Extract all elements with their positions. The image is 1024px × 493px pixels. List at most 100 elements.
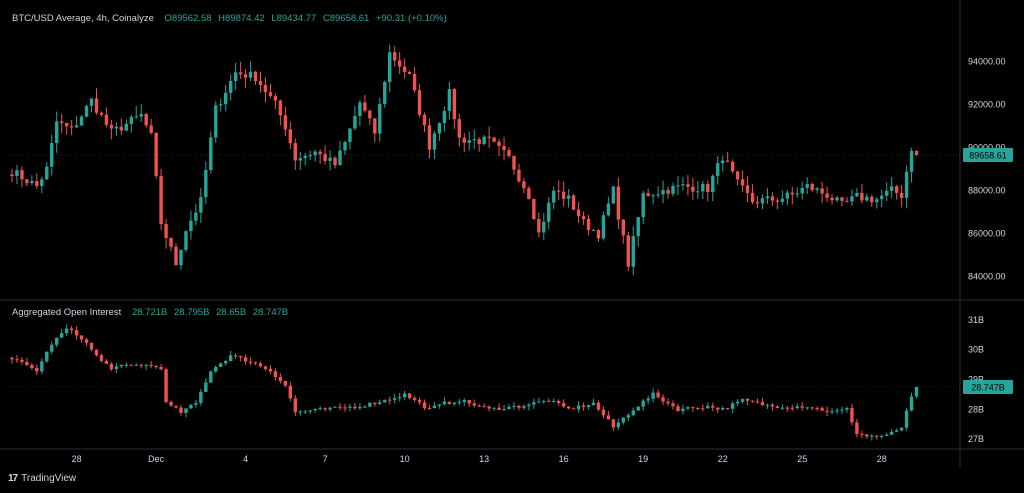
candle — [740, 398, 745, 404]
candle — [243, 354, 248, 365]
candle — [725, 151, 730, 163]
candle-body — [845, 200, 849, 202]
candle-body — [214, 105, 218, 138]
candle-body — [278, 100, 283, 116]
candle-body — [885, 190, 889, 196]
candle-body — [805, 184, 809, 188]
candle — [114, 362, 119, 373]
candle-body — [199, 391, 203, 404]
candle-body — [452, 89, 457, 120]
candle-body — [576, 405, 581, 410]
candle-body — [323, 408, 327, 410]
candle-body — [149, 364, 153, 366]
candle — [452, 402, 457, 406]
candle — [502, 136, 506, 161]
candle — [646, 395, 650, 405]
candle-body — [35, 181, 39, 186]
candle-body — [790, 192, 794, 195]
candle-body — [487, 136, 491, 138]
candle — [696, 180, 700, 200]
candle — [219, 98, 223, 112]
candle-body — [263, 366, 268, 369]
candle — [656, 186, 660, 199]
candle-body — [472, 403, 476, 406]
candle-body — [392, 52, 397, 61]
candle — [139, 363, 143, 369]
candle-body — [50, 344, 54, 352]
candle — [283, 106, 288, 137]
candle — [875, 197, 879, 209]
candle — [323, 145, 327, 165]
candle — [641, 190, 645, 225]
candle — [706, 402, 710, 409]
candle-body — [492, 407, 496, 409]
tradingview-logo[interactable]: 17 TradingView — [8, 473, 76, 484]
axis-layer: 94000.00 92000.00 90000.00 88000.00 86000.00… — [72, 57, 1013, 464]
candle — [228, 351, 233, 362]
candle — [447, 401, 452, 405]
candle — [547, 398, 551, 403]
candle — [561, 181, 566, 207]
candle-body — [164, 224, 168, 239]
candle — [671, 182, 675, 197]
candle-body — [368, 402, 372, 407]
candle — [482, 403, 486, 408]
candle-body — [532, 402, 536, 405]
candle — [50, 134, 54, 176]
candle — [745, 176, 750, 203]
candle — [228, 74, 233, 101]
oi-open-value: 28.721B — [131, 307, 168, 318]
candle-body — [810, 407, 814, 409]
candle — [696, 407, 700, 410]
y-tick-label: 94000.00 — [968, 57, 1006, 67]
candle-body — [243, 357, 248, 362]
candle — [397, 52, 402, 75]
candle — [388, 396, 392, 405]
candle-body — [651, 195, 655, 197]
candle-body — [904, 410, 909, 428]
candle — [373, 118, 377, 143]
candle — [268, 365, 273, 375]
candle-body — [303, 411, 307, 413]
candle — [402, 58, 407, 79]
candle — [462, 133, 466, 153]
candle-body — [353, 406, 357, 409]
candle — [79, 335, 84, 343]
candle-body — [860, 192, 864, 201]
candle-body — [238, 72, 243, 75]
candle — [899, 185, 904, 208]
candle — [74, 326, 79, 340]
candle — [885, 182, 889, 202]
candle-body — [875, 199, 879, 203]
candle-body — [258, 363, 263, 367]
candle — [273, 93, 278, 110]
candle-body — [557, 190, 561, 192]
candle — [383, 399, 387, 403]
candle — [820, 181, 824, 203]
candle-body — [566, 406, 571, 409]
candle — [333, 406, 337, 408]
candle — [219, 362, 223, 368]
candle — [472, 399, 476, 408]
candle-body — [894, 430, 899, 432]
candle-body — [89, 342, 94, 350]
candle — [447, 82, 452, 120]
x-tick-label: 25 — [797, 454, 807, 464]
candle — [517, 404, 521, 411]
candle-body — [596, 402, 601, 410]
candle — [99, 353, 104, 363]
candle — [860, 183, 864, 204]
candle-body — [328, 157, 332, 161]
candle-body — [417, 90, 422, 115]
candle-body — [830, 411, 834, 413]
candle-body — [701, 183, 705, 192]
candle — [154, 365, 158, 369]
candle — [537, 397, 541, 403]
candle-body — [64, 328, 69, 334]
candle-body — [671, 403, 675, 407]
x-tick-label: 7 — [323, 454, 328, 464]
candle — [815, 187, 819, 194]
candle-body — [313, 408, 317, 411]
